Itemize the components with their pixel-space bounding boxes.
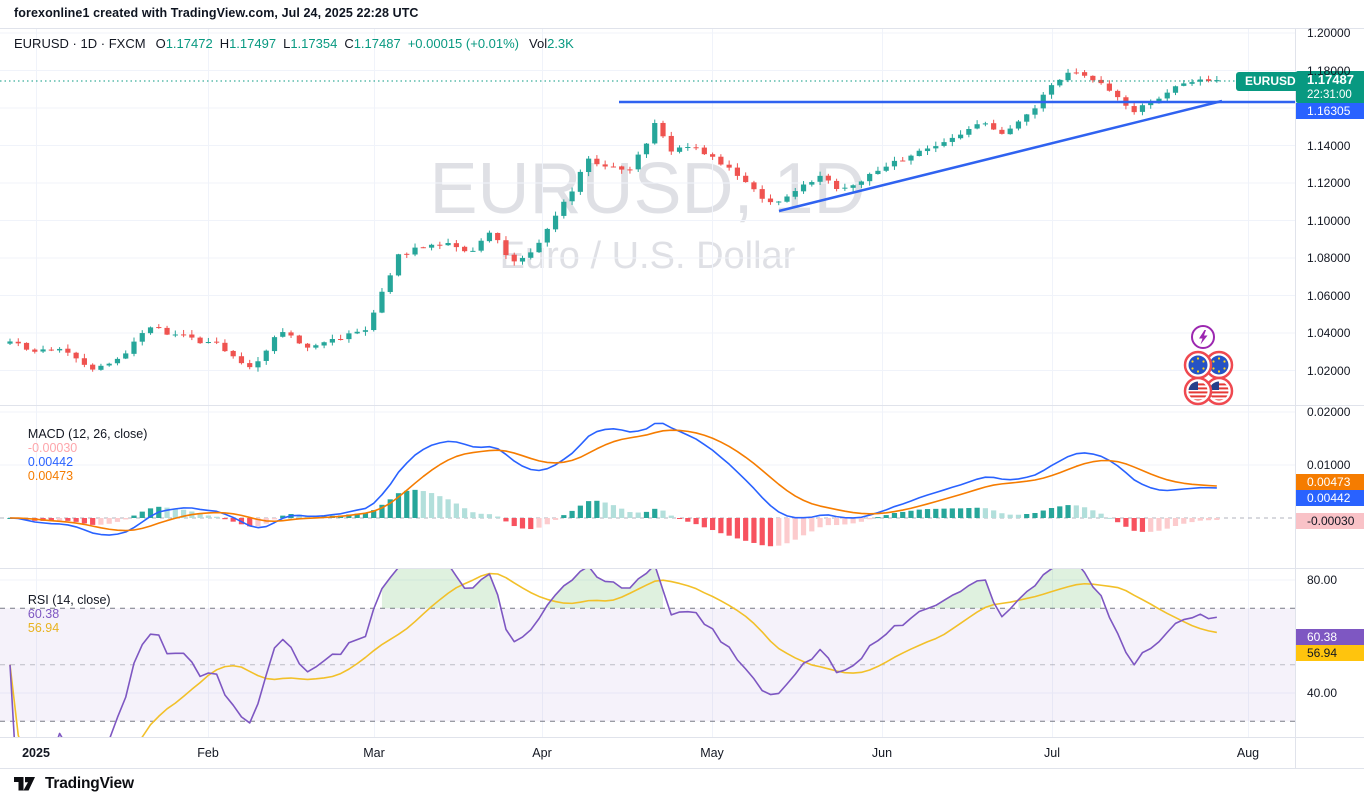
legend-exchange: FXCM — [108, 36, 146, 51]
tradingview-brand-text: TradingView — [45, 775, 134, 792]
time-axis-label: May — [700, 746, 724, 760]
macd-plot — [0, 422, 1295, 547]
bar-countdown: 22:31:00 — [1307, 89, 1352, 101]
time-axis-label: Aug — [1236, 746, 1260, 760]
indicator-tick-label: 0.01000 — [1307, 458, 1351, 472]
indicator-tick-label: 0.02000 — [1307, 405, 1351, 419]
price-tick-label: 1.02000 — [1307, 363, 1351, 378]
eu-flag-event-icon[interactable] — [1183, 350, 1213, 380]
macd-line-value: 0.00442 — [27, 455, 74, 469]
ohlc-high-label: H — [219, 36, 230, 51]
ohlc-high-value: 1.17497 — [229, 36, 277, 51]
macd-legend[interactable]: MACD (12, 26, close) -0.00030 0.00442 0.… — [14, 413, 154, 497]
rsi-line-badge: 60.38 — [1296, 629, 1364, 645]
event-markers[interactable] — [1183, 324, 1249, 408]
ohlc-open-value: 1.17472 — [165, 36, 213, 51]
price-tick-label: 1.08000 — [1307, 251, 1351, 265]
rsi-legend[interactable]: RSI (14, close) 60.38 56.94 — [14, 579, 118, 649]
price-tick-label: 1.14000 — [1307, 138, 1351, 153]
rsi-ma-badge: 56.94 — [1296, 645, 1364, 661]
macd-signal-badge: 0.00473 — [1296, 474, 1364, 490]
ohlc-low-value: 1.17354 — [290, 36, 338, 51]
rsi-value: 60.38 — [27, 607, 60, 621]
time-axis[interactable]: 2025 Feb Mar Apr May Jun Jul Aug — [0, 737, 1364, 768]
macd-signal-value: 0.00473 — [27, 469, 74, 483]
gridlines — [0, 28, 1295, 737]
macd-title[interactable]: MACD (12, 26, close) — [27, 427, 148, 441]
chart-credit-text: forexonline1 created with TradingView.co… — [14, 6, 419, 20]
time-axis-label: 2025 — [22, 746, 50, 760]
symbol-legend[interactable]: EURUSD · 1D · FXCM O 1.17472 H 1.17497 L… — [14, 36, 574, 51]
last-price-badge: 1.17487 22:31:00 — [1296, 71, 1364, 103]
tradingview-mark-icon — [14, 777, 35, 791]
rsi-plot — [9, 568, 1217, 737]
legend-interval[interactable]: 1D — [80, 36, 98, 51]
indicator-tick-label: 40.00 — [1307, 686, 1338, 700]
drawing-price-badge: 1.16305 — [1296, 103, 1364, 119]
price-tick-label: 1.20000 — [1307, 26, 1351, 40]
rsi-band — [0, 607, 1295, 722]
macd-histogram-badge: -0.00030 — [1296, 513, 1364, 529]
time-axis-label: Apr — [532, 746, 552, 760]
user-drawings[interactable] — [0, 80, 1295, 213]
ohlc-close-value: 1.17487 — [353, 36, 401, 51]
price-tick-label: 1.06000 — [1307, 288, 1351, 303]
legend-symbol[interactable]: EURUSD — [14, 36, 69, 51]
lightning-event-icon[interactable] — [1191, 325, 1215, 349]
ohlc-close-label: C — [344, 36, 354, 51]
price-candles — [7, 68, 1220, 372]
last-price-value: 1.17487 — [1307, 72, 1354, 87]
price-tick-label: 1.18000 — [1307, 63, 1351, 78]
time-axis-label: Jun — [871, 746, 893, 760]
volume-label: Vol — [529, 36, 548, 51]
symbol-price-flag: EURUSD — [1236, 72, 1305, 91]
price-tick-label: 1.04000 — [1307, 326, 1351, 340]
price-tick-label: 1.12000 — [1307, 176, 1351, 190]
time-axis-label: Feb — [197, 746, 219, 760]
ohlc-low-label: L — [283, 36, 291, 51]
macd-line-badge: 0.00442 — [1296, 490, 1364, 506]
ascending-trendline[interactable] — [778, 99, 1223, 213]
price-tick-label: 1.10000 — [1307, 213, 1351, 228]
pane-borders — [0, 28, 1364, 769]
time-axis-label: Mar — [363, 746, 385, 760]
time-axis-label: Jul — [1044, 746, 1060, 760]
volume-value: 2.3K — [547, 36, 574, 51]
change-value: +0.00015 (+0.01%) — [407, 36, 520, 51]
us-flag-event-icon[interactable] — [1204, 376, 1234, 406]
indicator-tick-label: 80.00 — [1307, 573, 1338, 587]
macd-histogram-value: -0.00030 — [27, 441, 78, 455]
rsi-title[interactable]: RSI (14, close) — [27, 593, 111, 607]
rsi-ma-value: 56.94 — [27, 621, 60, 635]
tradingview-logo[interactable]: TradingView — [14, 775, 134, 793]
us-flag-event-icon[interactable] — [1183, 376, 1213, 406]
ohlc-open-label: O — [155, 36, 166, 51]
